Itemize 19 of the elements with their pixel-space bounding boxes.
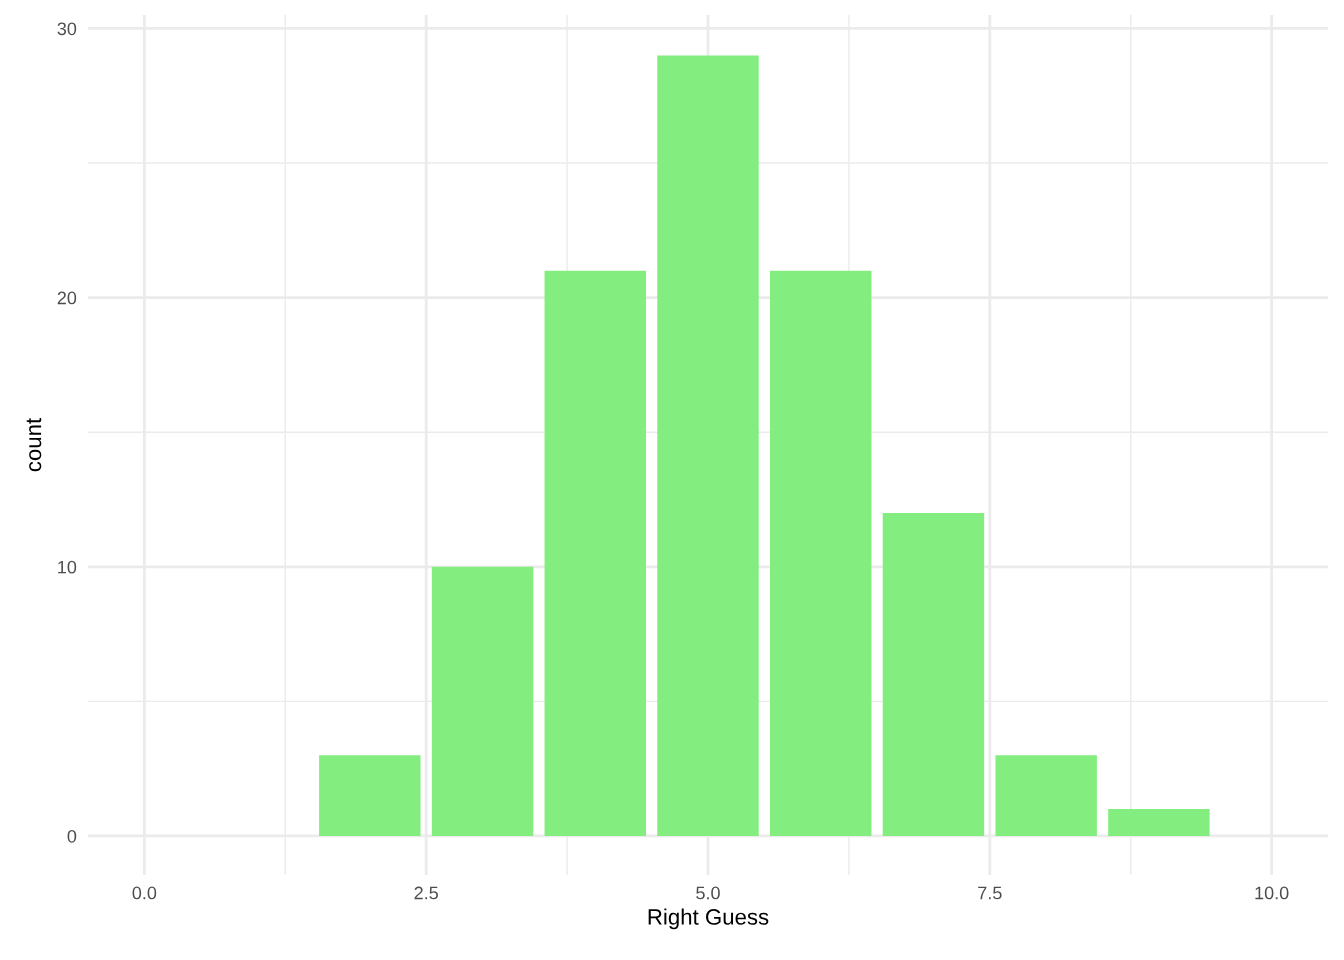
x-axis-title: Right Guess xyxy=(648,908,769,930)
x-tick-label: 10.0 xyxy=(1255,886,1289,900)
bar xyxy=(544,270,646,836)
y-tick-label: 20 xyxy=(57,291,77,305)
y-tick-label: 30 xyxy=(57,22,77,36)
bar xyxy=(319,755,421,836)
bar xyxy=(770,270,872,836)
x-tick-label: 5.0 xyxy=(696,886,720,900)
bar xyxy=(657,55,759,836)
bar xyxy=(1108,809,1210,836)
y-tick-label: 10 xyxy=(58,560,77,574)
y-tick-label: 0 xyxy=(67,829,77,843)
bar xyxy=(995,755,1097,836)
bar xyxy=(431,566,534,836)
x-tick-label: 7.5 xyxy=(978,886,1002,900)
bar xyxy=(882,512,985,836)
x-tick-label: 0.0 xyxy=(132,886,157,900)
y-axis-title: count xyxy=(26,417,42,472)
x-tick-label: 2.5 xyxy=(414,886,438,900)
